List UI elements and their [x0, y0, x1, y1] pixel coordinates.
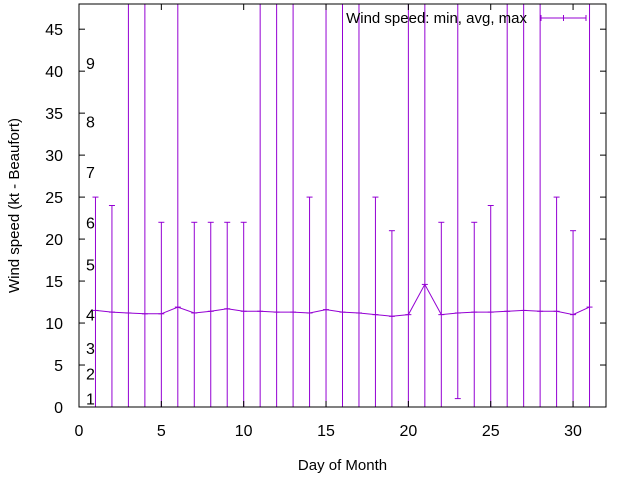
- error-bars: [92, 4, 593, 408]
- beaufort-label: 8: [86, 115, 95, 132]
- beaufort-label: 5: [86, 257, 95, 274]
- y-tick-label: 15: [45, 274, 63, 291]
- beaufort-label: 2: [86, 366, 95, 383]
- y-tick-label: 20: [45, 232, 63, 249]
- plot-frame: [78, 3, 607, 408]
- beaufort-label: 4: [86, 308, 95, 325]
- x-tick-label: 20: [399, 423, 417, 440]
- x-tick-label: 10: [235, 423, 253, 440]
- x-tick-label: 30: [564, 423, 582, 440]
- y-tick-label: 0: [54, 400, 63, 417]
- x-tick-label: 15: [317, 423, 335, 440]
- y-tick-label: 10: [45, 316, 63, 333]
- y-tick-label: 25: [45, 190, 63, 207]
- beaufort-label: 3: [86, 341, 95, 358]
- beaufort-label: 6: [86, 215, 95, 232]
- y-tick-label: 5: [54, 358, 63, 375]
- beaufort-labels: 1 2 3 4 5 6 7 8 9: [86, 56, 95, 409]
- legend: Wind speed: min, avg, max: [346, 10, 587, 27]
- y-tick-label: 45: [45, 22, 63, 39]
- y-axis-label: Wind speed (kt - Beaufort): [6, 118, 23, 293]
- x-tick-label: 0: [75, 423, 84, 440]
- y-tick-label: 35: [45, 106, 63, 123]
- avg-series-line: [95, 283, 590, 317]
- x-tick-label: 5: [157, 423, 166, 440]
- y-tick-label: 40: [45, 64, 63, 81]
- x-tick-label: 25: [482, 423, 500, 440]
- x-axis-label: Day of Month: [298, 457, 387, 474]
- y-tick-label: 30: [45, 148, 63, 165]
- legend-label: Wind speed: min, avg, max: [346, 10, 527, 27]
- x-axis-ticks: 0 5 10 15 20 25 30: [75, 4, 582, 440]
- beaufort-label: 1: [86, 392, 95, 409]
- beaufort-label: 7: [86, 165, 95, 182]
- beaufort-label: 9: [86, 56, 95, 73]
